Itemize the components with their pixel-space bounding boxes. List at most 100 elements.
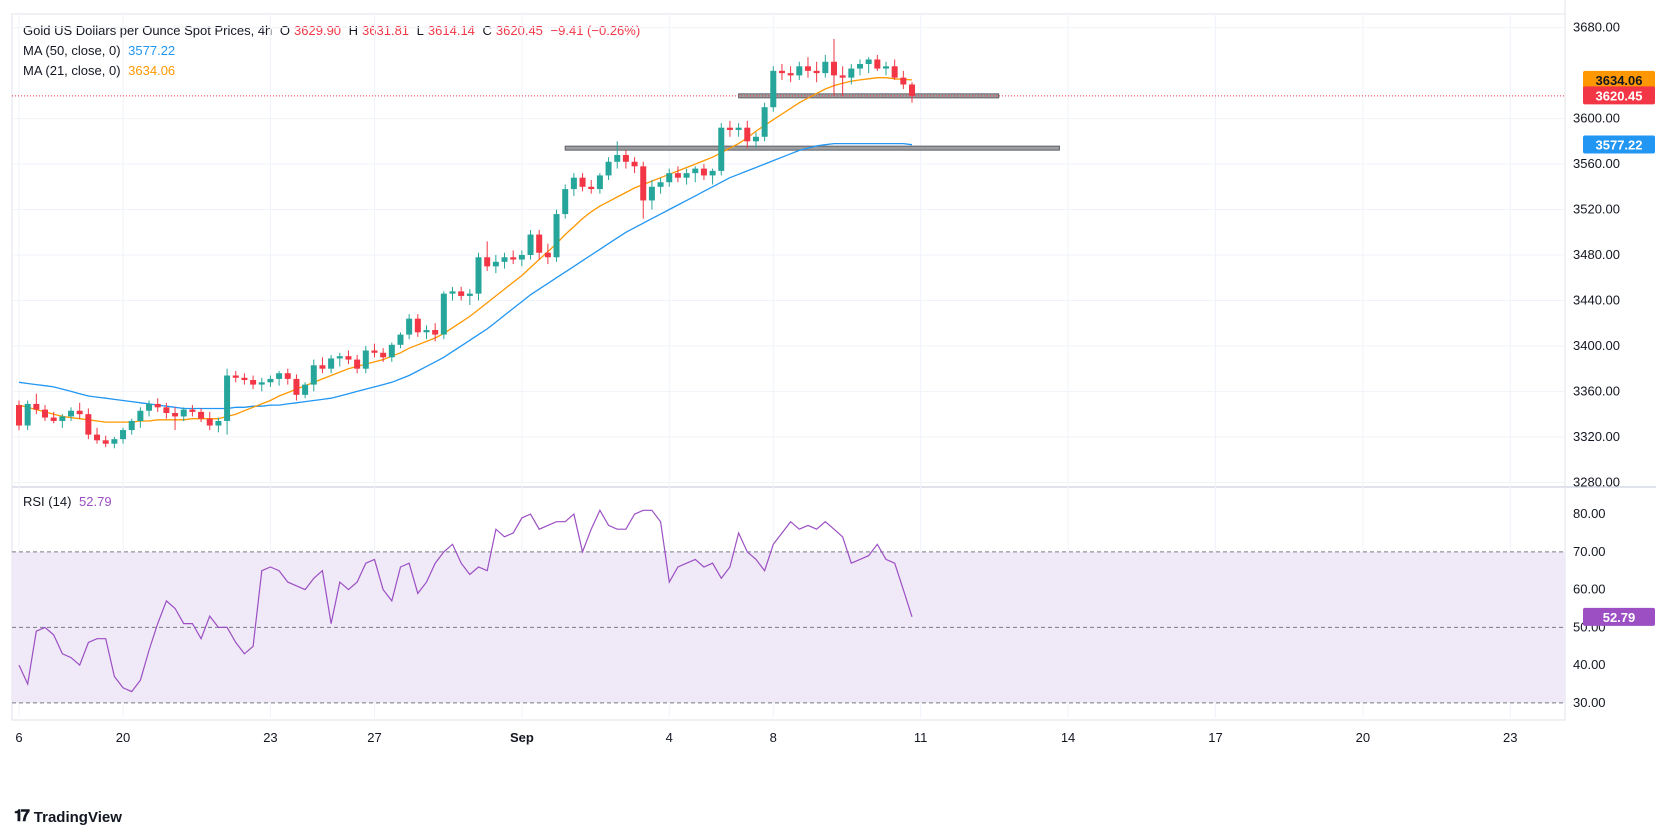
candle-body (189, 409, 196, 412)
candle (865, 57, 872, 74)
candle (744, 120, 751, 149)
candle-body (830, 61, 837, 76)
ma50-value: 3577.22 (128, 43, 176, 58)
candle-body (804, 66, 811, 71)
candle-body (865, 59, 872, 65)
price-change: −9.41 (−0.26%) (550, 23, 641, 38)
candle (839, 66, 846, 96)
candle (345, 350, 352, 365)
price-axis-badge-text: 3577.22 (1596, 137, 1643, 152)
candle (466, 289, 473, 306)
low-value: 3614.14 (427, 23, 475, 38)
rsi-value: 52.79 (79, 494, 112, 509)
candle (484, 241, 491, 271)
candle-body (501, 257, 508, 262)
candle-body (154, 403, 161, 408)
candle (276, 370, 283, 386)
candle-body (709, 170, 716, 176)
candle (449, 286, 456, 301)
candle (224, 368, 231, 435)
candle-body (16, 405, 22, 426)
candle-body (336, 356, 343, 359)
candle (596, 173, 603, 194)
candle-body (605, 161, 612, 176)
x-tick-label: 27 (367, 730, 381, 745)
candle (397, 332, 404, 349)
ma50-line (18, 142, 913, 410)
price-tick-label: 3360.00 (1573, 383, 1620, 398)
rsi-band (12, 551, 1565, 703)
candle-body (874, 59, 881, 69)
candle-body (839, 75, 846, 78)
x-tick-label: 20 (1356, 730, 1370, 745)
candle (267, 375, 274, 387)
candle (544, 243, 551, 265)
candle-body (900, 77, 907, 85)
candle (683, 168, 690, 185)
price-axis-badge (1583, 70, 1655, 89)
candle (120, 427, 127, 444)
open-value: 3629.90 (294, 23, 342, 38)
candle (657, 177, 664, 194)
candle-body (891, 66, 898, 78)
candle (874, 54, 881, 71)
candle (111, 436, 118, 449)
candle (423, 325, 430, 340)
rsi-legend[interactable]: RSI (14) 52.79 (23, 494, 116, 510)
candle (137, 407, 144, 428)
candle (146, 400, 153, 417)
candle (726, 120, 733, 137)
chart-legend-ohlc: Gold US Dollars per Ounce Spot Prices, 4… (23, 23, 644, 39)
candle (440, 291, 447, 340)
candle (588, 179, 595, 194)
candle (16, 400, 22, 431)
candle (432, 323, 439, 342)
candle-body (562, 189, 569, 215)
tradingview-branding[interactable]: 𝟏𝟕 TradingView (14, 808, 122, 826)
candle-body (241, 377, 248, 381)
candle (310, 359, 317, 392)
price-tick-label: 3480.00 (1573, 247, 1620, 262)
candle-body (293, 378, 300, 395)
candle (579, 173, 586, 192)
candle (241, 373, 248, 385)
candle-body (85, 414, 92, 435)
candle-body (68, 410, 75, 417)
candle (761, 102, 768, 142)
rsi-axis-badge (1583, 607, 1655, 626)
rsi-line (18, 508, 913, 693)
candle-body (718, 127, 725, 171)
candle (648, 179, 655, 210)
candle (198, 408, 205, 423)
candle-body (414, 318, 421, 333)
rsi-tick-label: 70.00 (1573, 544, 1606, 559)
candle-body (33, 403, 40, 410)
candle (674, 166, 681, 183)
candle (735, 123, 742, 137)
candle-body (319, 365, 326, 369)
candle-body (276, 373, 283, 379)
candle-body (492, 261, 499, 267)
candle (388, 342, 395, 362)
candle (501, 252, 508, 269)
candle (909, 82, 916, 103)
x-tick-label: 23 (263, 730, 277, 745)
candle (380, 348, 387, 362)
candle (804, 57, 811, 78)
candle-body (172, 413, 179, 417)
ma21-legend[interactable]: MA (21, close, 0) 3634.06 (23, 63, 179, 79)
candle-body (666, 173, 673, 183)
candle-body (856, 64, 863, 69)
x-tick-label: 17 (1208, 730, 1222, 745)
candle-body (354, 359, 361, 369)
candle (475, 252, 482, 301)
candle-body (449, 291, 456, 294)
candle-body (146, 403, 153, 411)
candle-body (735, 127, 742, 130)
candle (284, 368, 291, 385)
candle-body (284, 373, 291, 379)
candle (68, 407, 75, 421)
candle (172, 407, 179, 431)
ma50-legend[interactable]: MA (50, close, 0) 3577.22 (23, 43, 179, 59)
